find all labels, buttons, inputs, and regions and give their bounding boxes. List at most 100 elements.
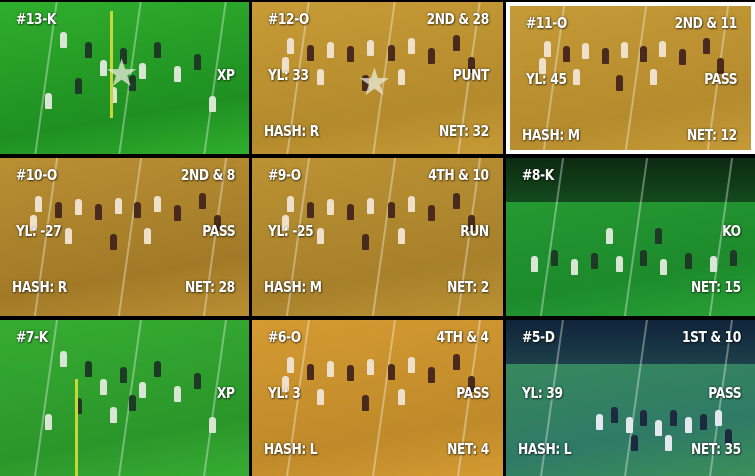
down-distance-label: 4TH & 4 bbox=[436, 328, 490, 346]
player bbox=[114, 197, 122, 214]
player bbox=[563, 46, 571, 63]
player bbox=[347, 365, 355, 382]
play-type-label: PASS bbox=[704, 70, 737, 88]
play-tile-8[interactable]: #8-K KO NET: 15 bbox=[506, 158, 755, 316]
player bbox=[94, 203, 102, 220]
net-yards-label: NET: 15 bbox=[691, 278, 741, 296]
play-tile-6[interactable]: #6-O 4TH & 4 YL: 3 PASS HASH: L NET: 4 bbox=[252, 320, 503, 476]
player bbox=[685, 252, 693, 269]
tile-number-label: #9-O bbox=[268, 166, 301, 184]
player bbox=[194, 53, 202, 70]
player bbox=[119, 47, 127, 64]
play-tile-13[interactable]: ★ #13-K XP bbox=[0, 2, 249, 154]
player bbox=[538, 57, 546, 74]
player bbox=[154, 360, 162, 377]
player bbox=[282, 214, 290, 231]
tile-number-label: #12-O bbox=[268, 10, 309, 28]
player bbox=[287, 195, 295, 212]
player bbox=[660, 259, 668, 276]
player bbox=[570, 259, 578, 276]
yard-line bbox=[371, 320, 396, 476]
tile-number-label: #7-K bbox=[16, 328, 48, 346]
player bbox=[655, 419, 663, 436]
player bbox=[84, 41, 92, 58]
player bbox=[287, 357, 295, 374]
player bbox=[407, 357, 415, 374]
player bbox=[174, 205, 182, 222]
player bbox=[317, 388, 325, 405]
player bbox=[605, 227, 613, 244]
play-type-label: KO bbox=[722, 222, 741, 240]
player bbox=[685, 416, 693, 433]
player bbox=[99, 379, 107, 396]
player bbox=[109, 407, 117, 424]
play-tile-9[interactable]: #9-O 4TH & 10 YL: -25 RUN HASH: M NET: 2 bbox=[252, 158, 503, 316]
player bbox=[282, 56, 290, 73]
net-yards-label: NET: 35 bbox=[691, 440, 741, 458]
yard-line-label: YL: 33 bbox=[268, 66, 309, 84]
player bbox=[307, 202, 315, 219]
play-type-label: XP bbox=[217, 384, 235, 402]
yard-line-label: YL: 39 bbox=[522, 384, 563, 402]
player bbox=[209, 416, 217, 433]
player bbox=[595, 413, 603, 430]
player bbox=[194, 373, 202, 390]
player bbox=[327, 199, 335, 216]
player bbox=[397, 227, 405, 244]
hash-label: HASH: M bbox=[522, 126, 580, 144]
player bbox=[74, 199, 82, 216]
yard-line-label: YL: -27 bbox=[16, 222, 62, 240]
down-distance-label: 2ND & 11 bbox=[674, 14, 738, 32]
hash-label: HASH: M bbox=[264, 278, 322, 296]
player bbox=[209, 96, 217, 113]
hash-label: HASH: R bbox=[12, 278, 67, 296]
down-distance-label: 2ND & 8 bbox=[180, 166, 235, 184]
player bbox=[29, 214, 37, 231]
player bbox=[317, 227, 325, 244]
down-distance-label: 2ND & 28 bbox=[426, 10, 490, 28]
tile-number-label: #5-D bbox=[522, 328, 555, 346]
play-tile-5[interactable]: #5-D 1ST & 10 YL: 39 PASS HASH: L NET: 35 bbox=[506, 320, 755, 476]
field-thumbnail bbox=[0, 320, 249, 476]
play-tile-7[interactable]: #7-K XP bbox=[0, 320, 249, 476]
play-tile-10[interactable]: #10-O 2ND & 8 YL: -27 PASS HASH: R NET: 28 bbox=[0, 158, 249, 316]
player bbox=[287, 38, 295, 55]
player bbox=[317, 68, 325, 85]
player bbox=[397, 68, 405, 85]
player bbox=[601, 47, 609, 64]
play-tile-12[interactable]: ★ #12-O 2ND & 28 YL: 33 PUNT HASH: R NET: 32 bbox=[252, 2, 503, 154]
player bbox=[397, 388, 405, 405]
player bbox=[630, 435, 638, 452]
player bbox=[655, 227, 663, 244]
play-tile-11[interactable]: #11-O 2ND & 11 YL: 45 PASS HASH: M NET: 12 bbox=[506, 2, 755, 154]
player bbox=[214, 214, 222, 231]
player bbox=[407, 38, 415, 55]
field-thumbnail bbox=[252, 320, 503, 476]
player bbox=[616, 75, 624, 92]
player bbox=[387, 202, 395, 219]
player bbox=[530, 255, 538, 272]
field-thumbnail bbox=[506, 320, 755, 476]
player bbox=[725, 429, 733, 446]
player bbox=[74, 78, 82, 94]
player bbox=[452, 354, 460, 371]
player bbox=[129, 74, 137, 91]
player bbox=[84, 360, 92, 377]
player bbox=[367, 359, 375, 375]
player bbox=[129, 394, 137, 411]
player bbox=[620, 42, 628, 58]
yard-line-label: YL: 3 bbox=[268, 384, 301, 402]
play-type-label: RUN bbox=[460, 222, 489, 240]
player bbox=[367, 40, 375, 56]
player bbox=[467, 214, 475, 231]
star-icon: ★ bbox=[104, 50, 139, 95]
player bbox=[665, 435, 673, 452]
stands bbox=[506, 320, 755, 364]
player bbox=[452, 192, 460, 209]
player bbox=[427, 366, 435, 383]
player bbox=[44, 93, 52, 110]
field-thumbnail bbox=[510, 6, 751, 150]
player bbox=[710, 255, 718, 272]
player bbox=[134, 202, 142, 219]
player bbox=[640, 46, 648, 63]
